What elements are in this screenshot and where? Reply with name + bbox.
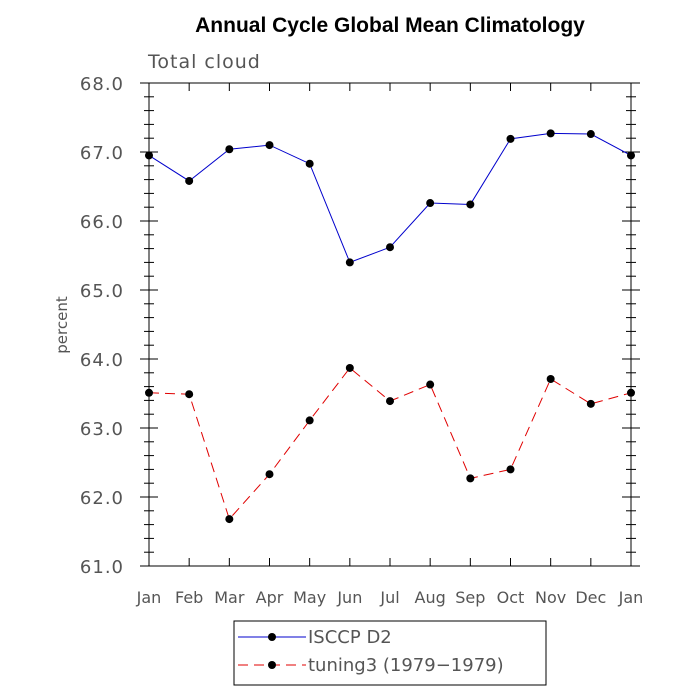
y-tick-labels: 61.0 62.0 63.0 64.0 65.0 66.0 67.0 68.0 xyxy=(80,74,124,578)
data-point xyxy=(627,151,635,160)
data-point xyxy=(466,200,475,209)
data-point xyxy=(586,130,595,139)
x-tick-label: Jan xyxy=(618,588,644,607)
data-point xyxy=(345,258,354,267)
x-tick-label: Jun xyxy=(336,588,362,607)
legend-marker xyxy=(268,633,276,641)
y-tick-label: 63.0 xyxy=(80,419,124,440)
data-point xyxy=(386,243,394,252)
x-tick-label: May xyxy=(293,588,326,607)
x-tick-label: Oct xyxy=(497,588,525,607)
x-tick-label: Jul xyxy=(379,588,399,607)
data-point xyxy=(305,159,314,168)
data-point xyxy=(426,380,435,389)
data-point xyxy=(145,151,153,160)
data-point xyxy=(225,515,234,524)
data-point xyxy=(426,199,435,208)
data-point xyxy=(265,141,274,150)
x-tick-label: Apr xyxy=(256,588,284,607)
series-group xyxy=(145,129,635,524)
x-tick-label: Nov xyxy=(535,588,566,607)
x-tick-label: Dec xyxy=(575,588,606,607)
chart-subtitle: Total cloud xyxy=(147,51,261,73)
data-point xyxy=(627,388,635,397)
data-point xyxy=(265,470,274,479)
data-point xyxy=(386,397,394,406)
y-tick-label: 65.0 xyxy=(80,281,124,302)
data-point xyxy=(466,474,475,483)
y-tick-label: 68.0 xyxy=(80,74,124,95)
x-tick-label: Sep xyxy=(455,588,485,607)
x-tick-label: Feb xyxy=(175,588,203,607)
y-tick-label: 64.0 xyxy=(80,350,124,371)
data-point xyxy=(506,134,515,143)
x-tick-label: Mar xyxy=(214,588,245,607)
data-point xyxy=(145,388,153,397)
y-tick-label: 61.0 xyxy=(80,557,124,578)
y-tick-label: 66.0 xyxy=(80,212,124,233)
y-tick-label: 67.0 xyxy=(80,143,124,164)
data-point xyxy=(546,129,555,138)
series-line-0 xyxy=(148,132,632,264)
data-point xyxy=(185,176,194,185)
data-point xyxy=(305,416,314,425)
data-point xyxy=(225,145,234,154)
data-point xyxy=(345,363,354,372)
x-tick-label: Aug xyxy=(415,588,446,607)
legend-marker xyxy=(268,661,276,669)
legend: ISCCP D2 tuning3 (1979−1979) xyxy=(233,620,547,686)
legend-label-0: ISCCP D2 xyxy=(308,627,392,648)
x-tick-labels: Jan Feb Mar Apr May Jun Jul Aug Sep Oct Nov Dec Jan xyxy=(136,588,644,607)
series-line-1 xyxy=(148,367,632,521)
chart-title: Annual Cycle Global Mean Climatology xyxy=(195,14,585,37)
data-point xyxy=(586,399,595,408)
axis-ticks xyxy=(140,82,640,567)
data-point xyxy=(506,465,515,474)
legend-label-1: tuning3 (1979−1979) xyxy=(308,655,504,676)
data-point xyxy=(185,390,194,399)
y-axis-label: percent xyxy=(53,296,71,354)
legend-box xyxy=(233,620,547,686)
x-tick-label: Jan xyxy=(136,588,162,607)
y-tick-label: 62.0 xyxy=(80,488,124,509)
data-point xyxy=(546,375,555,384)
